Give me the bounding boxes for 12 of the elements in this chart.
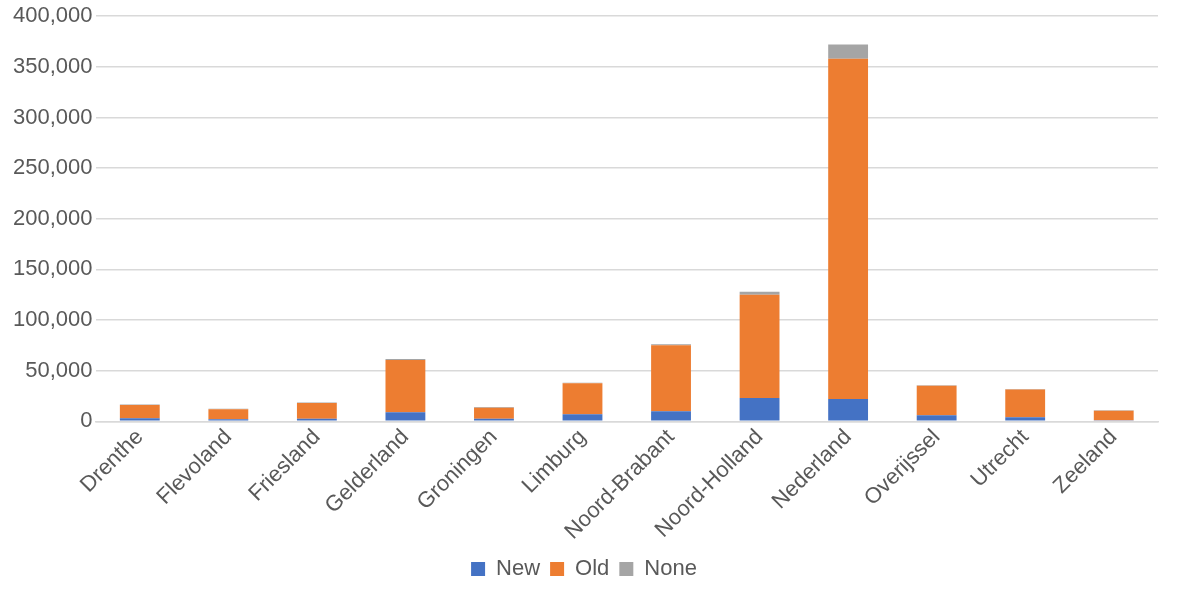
- y-tick-label: 250,000: [12, 154, 93, 180]
- y-tick-label: 100,000: [12, 306, 93, 332]
- y-tick-label: 350,000: [12, 52, 93, 78]
- legend-label: None: [644, 555, 697, 581]
- y-tick-label: 0: [80, 407, 93, 433]
- y-tick-label: 50,000: [25, 356, 93, 382]
- y-tick-label: 200,000: [12, 204, 93, 230]
- y-tick-label: 400,000: [12, 2, 93, 28]
- legend-label: New: [496, 555, 541, 581]
- y-tick-label: 150,000: [12, 255, 93, 281]
- legend-label: Old: [575, 555, 610, 581]
- y-tick-label: 300,000: [12, 103, 93, 129]
